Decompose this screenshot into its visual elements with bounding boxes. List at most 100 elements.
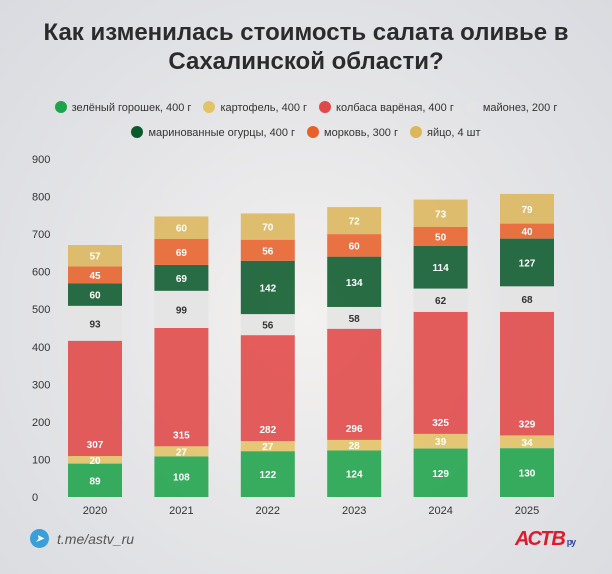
legend-item: морковь, 300 г [307,121,398,146]
data-label: 62 [435,296,447,307]
legend-swatch [307,126,320,138]
bar-segment [154,456,209,497]
legend-label: майонез, 200 г [482,102,558,114]
chart-title: Как изменилась стоимость салата оливье в… [43,19,569,75]
bar-segment [500,435,554,449]
data-label: 34 [521,438,533,449]
bar-segment [68,340,122,457]
data-label: 142 [259,283,276,294]
legend-swatch [131,126,144,138]
data-label: 329 [519,419,536,430]
bar-segment [413,226,468,246]
y-tick-label: 800 [32,192,50,204]
data-label: 108 [173,473,190,484]
data-label: 60 [176,224,188,235]
data-label: 40 [521,227,533,238]
bar-segment [413,199,468,227]
bar-segment [413,311,468,434]
logo-suffix: ру [566,537,576,547]
data-label: 50 [435,232,447,243]
data-label: 69 [176,248,188,259]
x-tick-label: 2025 [515,505,539,517]
bar-segment [413,448,468,497]
bar-segment [240,239,295,261]
data-label: 57 [89,252,101,263]
legend-swatch [54,101,67,113]
data-label: 56 [262,246,274,257]
data-label: 307 [87,440,104,451]
bar-segment [413,288,468,312]
bar-segment [240,260,295,315]
bar-segment [240,441,295,452]
y-tick-label: 200 [32,417,50,429]
legend-item: яйцо, 4 шт [410,121,481,146]
data-label: 282 [259,425,276,436]
data-label: 99 [176,305,188,316]
data-label: 68 [521,295,533,306]
data-label: 89 [89,476,101,487]
astv-logo: АСТВ ру [515,528,576,551]
legend-swatch [465,101,478,113]
bar-segment [240,451,295,497]
legend-label: маринованные огурцы, 400 г [148,127,296,139]
bar-segment [240,335,295,442]
bar-segment [68,456,122,464]
legend: зелёный горошек, 400 г картофель, 400 г ко… [20,96,592,146]
data-label: 60 [89,291,101,302]
data-label: 58 [349,314,361,325]
data-label: 134 [346,278,363,289]
bar-segment [68,245,122,267]
legend-swatch [319,101,332,113]
bar-segment [413,245,468,289]
legend-item: маринованные огурцы, 400 г [131,121,295,146]
bar-segment [327,256,382,307]
bar-segment [68,463,122,497]
x-tick-label: 2022 [256,505,280,517]
bar-segment [240,314,295,336]
bar-segment [500,286,554,312]
data-label: 70 [262,223,274,234]
data-label: 122 [259,470,276,481]
bar-segment [154,290,209,328]
bar-segment [154,446,209,457]
data-label: 296 [346,424,363,435]
bar-segment [68,266,122,284]
telegram-link[interactable]: ➤ t.me/astv_ru [30,529,134,548]
x-tick-label: 2023 [342,505,366,517]
data-label: 60 [349,241,361,252]
data-label: 72 [349,217,361,228]
bar-segment [240,213,295,240]
legend-label: картофель, 400 г [220,102,308,114]
legend-swatch [203,101,216,113]
data-label: 127 [519,258,536,269]
y-tick-label: 500 [32,304,50,316]
data-label: 45 [89,271,101,282]
bar-segment [68,305,122,341]
y-tick-label: 900 [32,154,50,166]
link-text[interactable]: t.me/astv_ru [57,530,135,547]
data-label: 114 [433,263,450,274]
data-label: 130 [519,469,536,480]
data-label: 39 [435,437,447,448]
data-label: 27 [262,442,274,453]
x-tick-label: 2021 [169,505,193,517]
data-label: 315 [173,430,190,441]
data-label: 129 [432,469,449,480]
bar-segment [500,223,554,239]
y-tick-label: 600 [32,267,50,279]
legend-item: зелёный горошек, 400 г [54,96,191,121]
legend-label: колбаса варёная, 400 г [336,102,454,114]
legend-item: картофель, 400 г [203,96,307,121]
logo-text: АСТВ [515,528,566,550]
legend-swatch [410,126,422,138]
y-tick-label: 0 [32,492,38,504]
bar-segment [500,311,554,436]
legend-label: яйцо, 4 шт [427,127,481,139]
data-label: 79 [521,205,533,216]
data-label: 56 [262,321,274,332]
legend-item: майонез, 200 г [465,96,558,121]
x-tick-label: 2020 [83,505,107,517]
data-label: 20 [89,456,101,467]
